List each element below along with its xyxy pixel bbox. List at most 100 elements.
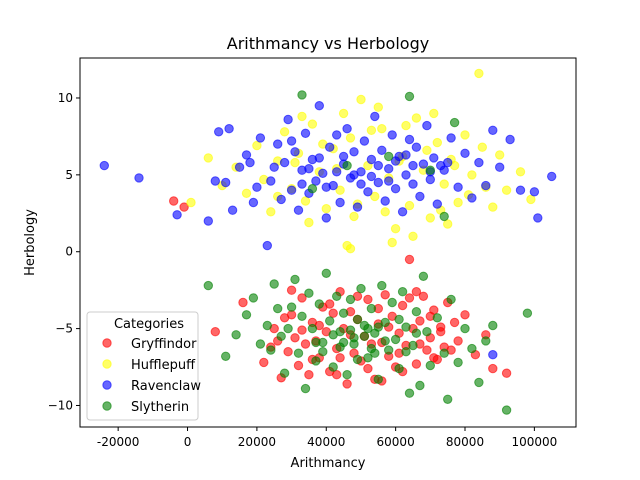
data-point (422, 345, 432, 355)
data-point (325, 316, 335, 326)
data-point (99, 160, 110, 171)
y-axis: −10 −5 0 5 10 (48, 91, 80, 412)
data-point (245, 157, 255, 168)
data-point (453, 182, 463, 192)
data-point (273, 139, 283, 149)
data-point (283, 347, 293, 357)
data-point (394, 363, 404, 374)
data-point (501, 405, 512, 415)
data-point (384, 345, 394, 355)
data-point (363, 294, 373, 305)
data-point (297, 293, 307, 303)
data-point (384, 176, 394, 186)
data-point (390, 224, 401, 234)
legend-label-slytherin: Slytherin (131, 400, 189, 415)
data-point (425, 165, 435, 175)
data-point (370, 111, 380, 122)
data-point (321, 213, 331, 223)
data-point (307, 119, 318, 129)
y-tick-label: −10 (48, 398, 73, 412)
data-point (460, 323, 470, 334)
data-point (311, 337, 321, 348)
data-point (325, 142, 335, 152)
data-point (359, 331, 370, 341)
data-point (547, 171, 557, 182)
data-point (345, 325, 356, 335)
legend: Categories Gryffindor Hufflepuff Ravenclaw… (86, 311, 201, 421)
data-point (248, 197, 259, 208)
data-point (390, 156, 401, 166)
data-point (460, 130, 470, 140)
data-point (279, 313, 290, 323)
x-tick-label: -20000 (97, 435, 140, 449)
data-point (380, 336, 390, 346)
x-axis: -20000 0 20000 40000 60000 80000 100000 (97, 427, 557, 449)
data-point (373, 160, 383, 171)
data-point (328, 330, 338, 340)
data-point (515, 167, 526, 177)
data-point (415, 380, 425, 391)
data-point (349, 147, 359, 157)
data-point (335, 185, 345, 195)
data-point (321, 182, 331, 192)
data-point (387, 297, 397, 308)
x-tick-label: 80000 (446, 435, 484, 449)
y-tick-label: −5 (55, 322, 73, 336)
data-point (286, 136, 297, 146)
data-point (397, 300, 408, 311)
data-point (279, 157, 290, 168)
data-point (283, 323, 293, 334)
data-point (311, 176, 321, 186)
data-point (467, 343, 477, 354)
data-point (380, 317, 390, 328)
x-tick-label: 20000 (238, 435, 276, 449)
data-point (505, 134, 515, 145)
data-point (352, 314, 363, 325)
data-points (99, 68, 557, 415)
data-point (418, 271, 429, 281)
y-tick-label: 0 (65, 245, 73, 259)
data-point (474, 68, 484, 79)
data-point (425, 360, 435, 371)
data-point (384, 164, 394, 174)
data-point (449, 117, 460, 128)
data-point (477, 142, 487, 152)
data-point (269, 162, 279, 172)
data-point (356, 283, 366, 294)
data-point (467, 170, 477, 180)
data-point (349, 339, 359, 349)
data-point (377, 280, 387, 291)
data-point (453, 357, 463, 368)
data-point (238, 297, 248, 308)
data-point (221, 351, 231, 361)
data-point (370, 191, 380, 202)
data-point (314, 299, 324, 309)
data-point (377, 145, 387, 156)
data-point (318, 168, 328, 179)
data-point (224, 124, 234, 134)
data-point (373, 322, 383, 332)
data-point (186, 197, 196, 208)
data-point (488, 363, 498, 374)
data-point (290, 274, 300, 285)
data-point (290, 333, 300, 343)
legend-marker-ravenclaw (102, 380, 112, 390)
data-point (495, 150, 505, 160)
y-tick-label: 10 (58, 91, 73, 105)
data-point (290, 147, 300, 157)
data-point (335, 197, 345, 208)
data-point (304, 164, 314, 174)
data-point (241, 310, 252, 320)
data-point (495, 162, 505, 172)
legend-marker-gryffindor (102, 338, 112, 348)
data-point (481, 336, 491, 346)
data-point (342, 124, 352, 134)
data-point (290, 157, 300, 168)
data-point (533, 213, 543, 223)
data-point (432, 199, 442, 209)
data-point (328, 362, 338, 372)
data-point (255, 133, 266, 143)
data-point (203, 216, 214, 226)
data-point (325, 299, 335, 309)
data-point (411, 307, 422, 317)
